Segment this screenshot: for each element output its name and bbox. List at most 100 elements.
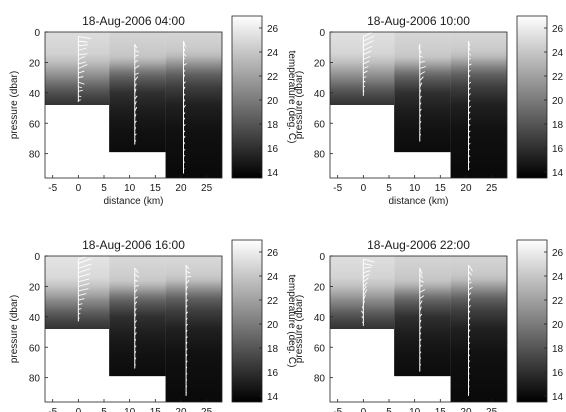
velocity-vector [78, 44, 89, 47]
colorbar [516, 239, 548, 403]
velocity-vector [134, 332, 137, 336]
velocity-vector [78, 64, 88, 69]
velocity-vector [419, 89, 422, 93]
velocity-vector [185, 373, 188, 375]
y-tick-label: 80 [29, 150, 41, 161]
velocity-vector [468, 360, 470, 363]
velocity-vector [134, 76, 139, 81]
colorbar-tick-label: 26 [267, 248, 279, 259]
velocity-vector [185, 311, 189, 315]
velocity-vector [468, 87, 471, 91]
y-tick-label: 80 [314, 374, 326, 385]
colorbar-label: temperature (deg. C) [286, 51, 297, 144]
velocity-vector [418, 44, 421, 50]
y-tick-label: 60 [29, 343, 41, 354]
x-axis-label: distance (km) [388, 196, 448, 207]
temperature-section [165, 256, 222, 402]
velocity-vector [134, 364, 136, 366]
velocity-vector [134, 101, 137, 106]
velocity-vector [363, 66, 369, 69]
velocity-vector [134, 301, 138, 305]
axes-frame [329, 31, 508, 179]
colorbar-tick-label: 14 [552, 168, 564, 179]
colorbar-tick-label: 20 [267, 96, 279, 107]
velocity-vector [134, 54, 139, 57]
velocity-vector [468, 323, 471, 327]
velocity-vector [468, 105, 472, 109]
velocity-vector [183, 99, 186, 103]
colorbar-label: temperature (deg. C) [286, 275, 297, 368]
velocity-vector [185, 360, 188, 363]
velocity-vector [185, 270, 191, 274]
velocity-vector [363, 263, 373, 267]
x-tick-label: -5 [48, 183, 57, 194]
chart-title: 18-Aug-2006 10:00 [367, 14, 470, 28]
velocity-vector [468, 124, 471, 127]
velocity-vector [419, 66, 426, 69]
velocity-vector [183, 135, 186, 139]
colorbar-tick-label: 18 [267, 120, 279, 131]
colorbar-tick-label: 14 [267, 168, 279, 179]
velocity-vector [185, 264, 190, 270]
velocity-vector [419, 344, 422, 348]
y-axis-label: pressure (dbar) [9, 71, 20, 139]
velocity-vector [419, 338, 422, 342]
velocity-vector [419, 60, 425, 63]
colorbar-tick-label: 16 [552, 144, 564, 155]
velocity-vector [419, 306, 422, 311]
velocity-vector [78, 263, 92, 269]
colorbar-tick-label: 26 [552, 24, 564, 35]
x-tick-label: 10 [124, 183, 136, 194]
x-tick-label: 20 [175, 183, 187, 194]
velocity-profile-1 [77, 36, 92, 102]
velocity-vector [78, 70, 85, 74]
x-tick-label: 0 [76, 407, 82, 412]
velocity-vector [468, 81, 472, 85]
velocity-vector [134, 72, 139, 76]
colorbar-tick-label: 18 [552, 344, 564, 355]
velocity-vector [468, 130, 471, 133]
velocity-vector [183, 161, 186, 164]
velocity-vector [185, 336, 188, 339]
x-tick-label: 15 [435, 183, 447, 194]
temperature-section [450, 32, 507, 178]
velocity-vector [78, 81, 85, 85]
velocity-vector [419, 319, 422, 324]
colorbar-tick-label: 16 [552, 368, 564, 379]
velocity-vector [78, 76, 84, 79]
velocity-vector [468, 142, 471, 145]
chart-title: 18-Aug-2006 16:00 [82, 238, 185, 252]
velocity-vector [362, 294, 366, 301]
x-tick-label: 20 [175, 407, 187, 412]
y-tick-label: 20 [29, 282, 41, 293]
velocity-vector [363, 273, 370, 278]
velocity-vector [468, 63, 472, 66]
colorbar-tick-label: 18 [267, 344, 279, 355]
velocity-vector [185, 366, 188, 369]
velocity-vector [362, 300, 365, 305]
velocity-vector [468, 46, 471, 51]
x-tick-label: 5 [101, 407, 107, 412]
chart-title: 18-Aug-2006 04:00 [82, 14, 185, 28]
velocity-vector [468, 100, 471, 103]
x-tick-label: 5 [386, 407, 392, 412]
y-tick-label: 40 [314, 313, 326, 324]
colorbar-tick-label: 20 [552, 96, 564, 107]
velocity-vector [363, 45, 373, 51]
velocity-vector [185, 348, 188, 351]
velocity-vector [363, 30, 376, 37]
velocity-vector [419, 273, 424, 279]
velocity-vector [134, 273, 140, 278]
velocity-vector [78, 55, 85, 60]
x-tick-label: -5 [333, 407, 342, 412]
temperature-section [330, 32, 395, 105]
y-tick-label: 40 [314, 89, 326, 100]
velocity-vector [419, 95, 422, 100]
velocity-vector [134, 351, 137, 354]
velocity-vector [183, 130, 186, 133]
velocity-vector [468, 264, 473, 272]
velocity-vector [134, 267, 139, 274]
velocity-vector [419, 127, 421, 130]
x-tick-label: 25 [486, 183, 498, 194]
